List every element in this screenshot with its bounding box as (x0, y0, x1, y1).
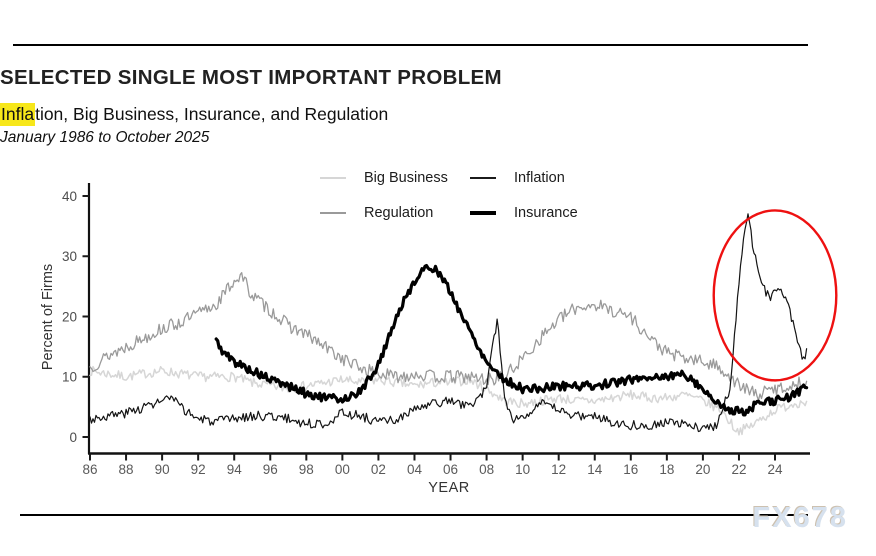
series-line-insurance (214, 263, 809, 417)
y-tick-label: 20 (62, 309, 77, 324)
x-tick-label: 00 (335, 462, 350, 477)
y-tick-label: 40 (62, 189, 77, 204)
fx678-watermark: FX678 (752, 502, 848, 534)
x-tick-label: 08 (479, 462, 494, 477)
series-line-regulation (89, 272, 808, 401)
x-tick-label: 98 (299, 462, 314, 477)
x-tick-label: 02 (371, 462, 386, 477)
legend-swatch-inflation (470, 177, 496, 179)
x-tick-label: 94 (227, 462, 243, 477)
legend-item-regulation: Regulation (320, 205, 433, 221)
subtitle-highlighted-text: Infla (0, 103, 36, 126)
x-tick-label: 04 (407, 462, 423, 477)
y-axis-title: Percent of Firms (40, 263, 56, 371)
legend-label-inflation: Inflation (514, 170, 565, 186)
chart-subtitle: Inflation, Big Business, Insurance, and … (0, 103, 840, 126)
x-tick-label: 22 (731, 462, 746, 477)
legend-label-insurance: Insurance (514, 205, 578, 221)
legend-label-regulation: Regulation (364, 205, 434, 221)
x-tick-label: 88 (119, 462, 134, 477)
x-tick-label: 16 (623, 462, 638, 477)
date-range-label: January 1986 to October 2025 (0, 129, 210, 146)
series-line-big-business (89, 365, 808, 436)
chart-title: SELECTED SINGLE MOST IMPORTANT PROBLEM (0, 66, 502, 89)
x-tick-label: 24 (767, 462, 783, 477)
legend-swatch-regulation (320, 211, 346, 215)
x-tick-label: 96 (263, 462, 278, 477)
x-axis-title: YEAR (428, 480, 470, 496)
bottom-divider-line (20, 514, 808, 517)
top-divider-line (13, 44, 808, 47)
y-tick-label: 10 (62, 370, 77, 385)
x-tick-label: 20 (695, 462, 710, 477)
y-tick-label: 30 (62, 249, 77, 264)
legend-label-big-business: Big Business (364, 170, 448, 186)
legend-swatch-insurance (470, 211, 496, 215)
x-tick-label: 92 (191, 462, 206, 477)
inflation-spike-ellipse-annotation (712, 209, 838, 382)
x-tick-label: 86 (82, 462, 97, 477)
series-line-inflation (89, 213, 808, 433)
legend-item-inflation: Inflation (470, 170, 565, 186)
x-tick-label: 18 (659, 462, 674, 477)
legend-item-big-business: Big Business (320, 170, 448, 186)
subtitle-rest-text: tion, Big Business, Insurance, and Regul… (35, 104, 389, 124)
x-tick-label: 12 (551, 462, 566, 477)
x-tick-label: 14 (587, 462, 603, 477)
x-tick-label: 10 (515, 462, 530, 477)
x-tick-label: 06 (443, 462, 458, 477)
legend-item-insurance: Insurance (470, 205, 578, 221)
y-tick-label: 0 (69, 430, 77, 445)
legend-swatch-big-business (320, 176, 346, 180)
x-tick-label: 90 (155, 462, 170, 477)
